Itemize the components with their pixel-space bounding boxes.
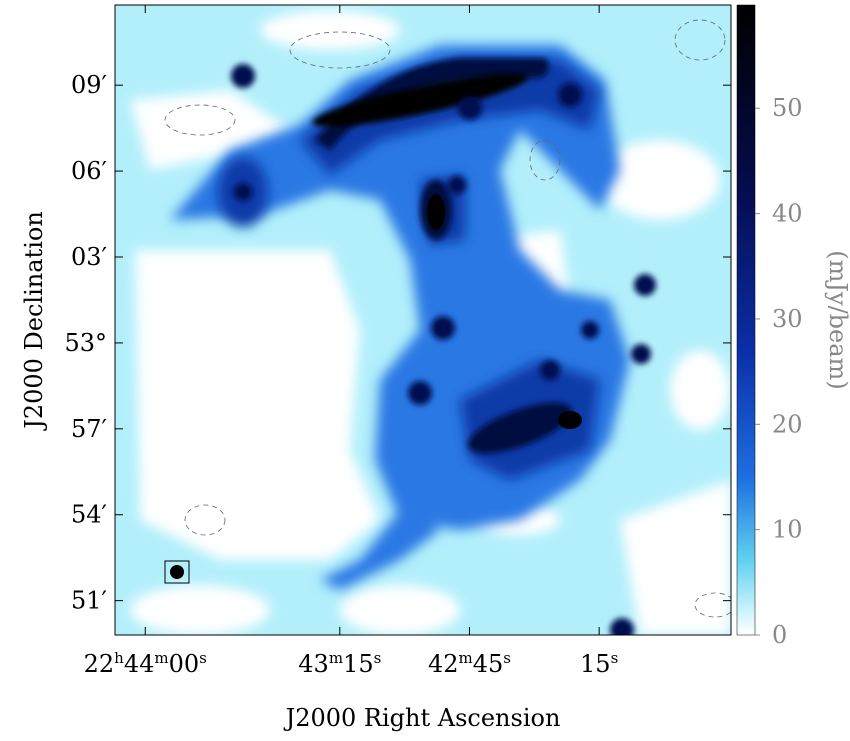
plot-frame [114,4,732,636]
y-axis-title: J2000 Declination [20,211,48,432]
y-tick-label: 57′ [71,415,107,443]
x-tick-label: 15s [580,649,618,678]
colorbar-tick-label: 20 [772,410,803,438]
x-tick-label: 43m15s [298,649,381,678]
colorbar-title: (mJy/beam) [824,250,850,389]
y-tick-label: 53° [64,329,107,357]
y-tick-label: 51′ [71,587,107,615]
colorbar-tick-label: 30 [772,305,803,333]
x-tick-label: 22h44m00s [84,649,207,678]
sky-image [115,5,731,635]
beam [170,565,184,579]
beam-box [164,560,190,584]
y-tick-label: 03′ [71,243,107,271]
colorbar-tick-label: 50 [772,94,803,122]
y-tick-label: 09′ [71,71,107,99]
y-tick-label: 06′ [71,157,107,185]
x-tick-label: 42m45s [428,649,511,678]
colorbar-tick-label: 10 [772,516,803,544]
x-axis-title: J2000 Right Ascension [283,704,561,732]
axes: 09′ 06′ 03′ 53° 57′ 54′ 51′ 22h44m00s 43m15s 42m4… [64,5,803,678]
colorbar [736,4,756,636]
y-tick-label: 54′ [71,501,107,529]
colorbar-tick-label: 40 [772,200,803,228]
colorbar-tick-label: 0 [772,621,787,649]
